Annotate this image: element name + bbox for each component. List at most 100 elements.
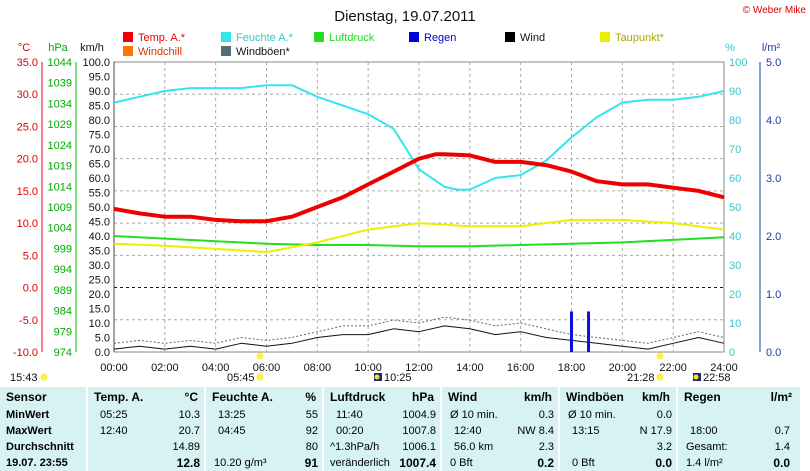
wind-tick-label: 55.0 <box>89 188 110 200</box>
chart-title: Dienstag, 19.07.2011 <box>334 8 476 25</box>
cell-value: 1004.9 <box>402 409 436 421</box>
rain-tick-label: 3.0 <box>766 173 781 185</box>
legend-label: Temp. A.* <box>138 32 186 44</box>
cell-time: 04:45 <box>218 425 246 437</box>
col-wind: Wind km/h Ø 10 min. 0.3 12:40 NW 8.4 56.0 k… <box>442 387 560 471</box>
cell-time: 05:25 <box>100 409 128 421</box>
axis-unit-pressure: hPa <box>48 42 68 54</box>
axis-unit-wind: km/h <box>80 42 104 54</box>
col-header: Temp. A. <box>94 390 144 404</box>
pressure-tick-label: 1014 <box>48 181 72 193</box>
row-label: MinWert <box>6 409 50 421</box>
moon-time-label: 10:25 <box>384 372 412 384</box>
legend-label: Windböen* <box>236 46 291 58</box>
wind-tick-label: 25.0 <box>89 275 110 287</box>
col-header: Regen <box>684 390 721 404</box>
axis-unit-rain: l/m² <box>762 42 781 54</box>
sun-time-label: 05:45 <box>227 372 255 384</box>
legend-swatch <box>409 32 419 42</box>
statistics-table: Sensor MinWert MaxWert Durchschnitt 19.0… <box>0 387 800 471</box>
pressure-tick-label: 1034 <box>48 98 72 110</box>
legend-label: Luftdruck <box>329 32 375 44</box>
x-tick-label: 20:00 <box>609 362 637 374</box>
moon-icon <box>374 374 380 380</box>
axis-unit-humidity: % <box>725 42 735 54</box>
series-line-taupunkt <box>113 218 725 254</box>
humidity-tick-label: 90 <box>729 86 741 98</box>
wind-tick-label: 50.0 <box>89 202 110 214</box>
cell-value: 20.7 <box>178 425 200 437</box>
rain-tick-label: 4.0 <box>766 115 781 127</box>
col-unit: % <box>305 390 316 404</box>
row-note: 0 Bft <box>572 457 595 469</box>
x-tick-label: 24:00 <box>710 362 738 374</box>
moon-icon <box>693 374 699 380</box>
x-tick-label: 08:00 <box>304 362 332 374</box>
temp-tick-label: -5.0 <box>19 315 38 327</box>
sun-icon <box>656 352 664 360</box>
sun-icon <box>656 373 664 381</box>
temp-tick-label: 25.0 <box>17 121 38 133</box>
wind-tick-label: 40.0 <box>89 231 110 243</box>
humidity-tick-label: 80 <box>729 115 741 127</box>
cell-value: 55 <box>305 409 318 421</box>
cell-time: 18:00 <box>690 425 718 437</box>
pressure-tick-label: 1009 <box>48 202 72 214</box>
x-tick-label: 18:00 <box>558 362 586 374</box>
temp-tick-label: 0.0 <box>23 283 38 295</box>
rain-bar <box>587 311 591 352</box>
humidity-tick-label: 50 <box>729 202 741 214</box>
legend-label: Regen <box>424 32 456 44</box>
cell-value: 2.3 <box>538 441 554 453</box>
credit-text: © Weber Mike <box>743 5 807 16</box>
cell-value: 1006.1 <box>402 441 436 453</box>
col-header: Wind <box>448 390 478 404</box>
col-temp: Temp. A. °C 05:25 10.3 12:40 20.7 14.89 12.… <box>88 387 206 471</box>
x-tick-label: 12:00 <box>405 362 433 374</box>
series-line-tempa <box>113 152 725 224</box>
cell-value: 14.89 <box>172 441 200 453</box>
cell-value: 1.4 <box>774 441 790 453</box>
col-humidity: Feuchte A.% 13:25 55 04:45 92 80 10.20 g/m… <box>206 387 324 471</box>
pressure-tick-label: 1019 <box>48 161 72 173</box>
col-pressure: Luftdruck hPa 11:40 1004.9 00:20 1007.8 ^1.… <box>324 387 442 471</box>
wind-tick-label: 100.0 <box>82 57 110 69</box>
wind-tick-label: 80.0 <box>89 115 110 127</box>
temp-tick-label: 20.0 <box>17 154 38 166</box>
cell-value: NW 8.4 <box>517 425 554 437</box>
temp-tick-label: 5.0 <box>23 250 38 262</box>
pressure-tick-label: 979 <box>54 326 72 338</box>
row-note: Ø 10 min. <box>568 409 616 421</box>
x-tick-label: 22:00 <box>659 362 687 374</box>
pressure-tick-label: 974 <box>54 347 72 359</box>
cell-time: 12:40 <box>100 425 128 437</box>
col-unit: hPa <box>411 390 434 404</box>
temp-tick-label: 15.0 <box>17 186 38 198</box>
humidity-tick-label: 30 <box>729 260 741 272</box>
cell-time: 11:40 <box>336 409 363 421</box>
col-unit: °C <box>184 390 198 404</box>
cell-time: 13:25 <box>218 409 246 421</box>
row-note: ^1.3hPa/h <box>330 441 380 453</box>
row-note: 56.0 km <box>454 441 494 453</box>
temp-tick-label: 35.0 <box>17 57 38 69</box>
cell-time: 13:15 <box>572 425 600 437</box>
col-header: Sensor <box>6 390 47 404</box>
humidity-tick-label: 60 <box>729 173 741 185</box>
pressure-tick-label: 1029 <box>48 119 72 131</box>
rain-tick-label: 5.0 <box>766 57 781 69</box>
humidity-tick-label: 20 <box>729 289 741 301</box>
col-rain: Regen l/m² 18:00 0.7 Gesamt: 1.4 1.4 l/m² 0.… <box>678 387 800 471</box>
row-note: 1.4 l/m² <box>686 457 723 469</box>
temp-tick-label: 30.0 <box>17 89 38 101</box>
row-label: Durchschnitt <box>6 441 74 453</box>
col-gusts: Windböen km/h Ø 10 min. 0.0 13:15 N 17.9 3.… <box>560 387 678 471</box>
rain-tick-label: 0.0 <box>766 347 781 359</box>
pressure-tick-label: 1024 <box>48 140 72 152</box>
wind-tick-label: 95.0 <box>89 72 110 84</box>
row-note: 0 Bft <box>450 457 473 469</box>
legend-swatch <box>123 46 133 56</box>
sun-time-label: 21:28 <box>627 372 655 384</box>
legend-label: Wind <box>520 32 545 44</box>
pressure-tick-label: 989 <box>54 285 72 297</box>
